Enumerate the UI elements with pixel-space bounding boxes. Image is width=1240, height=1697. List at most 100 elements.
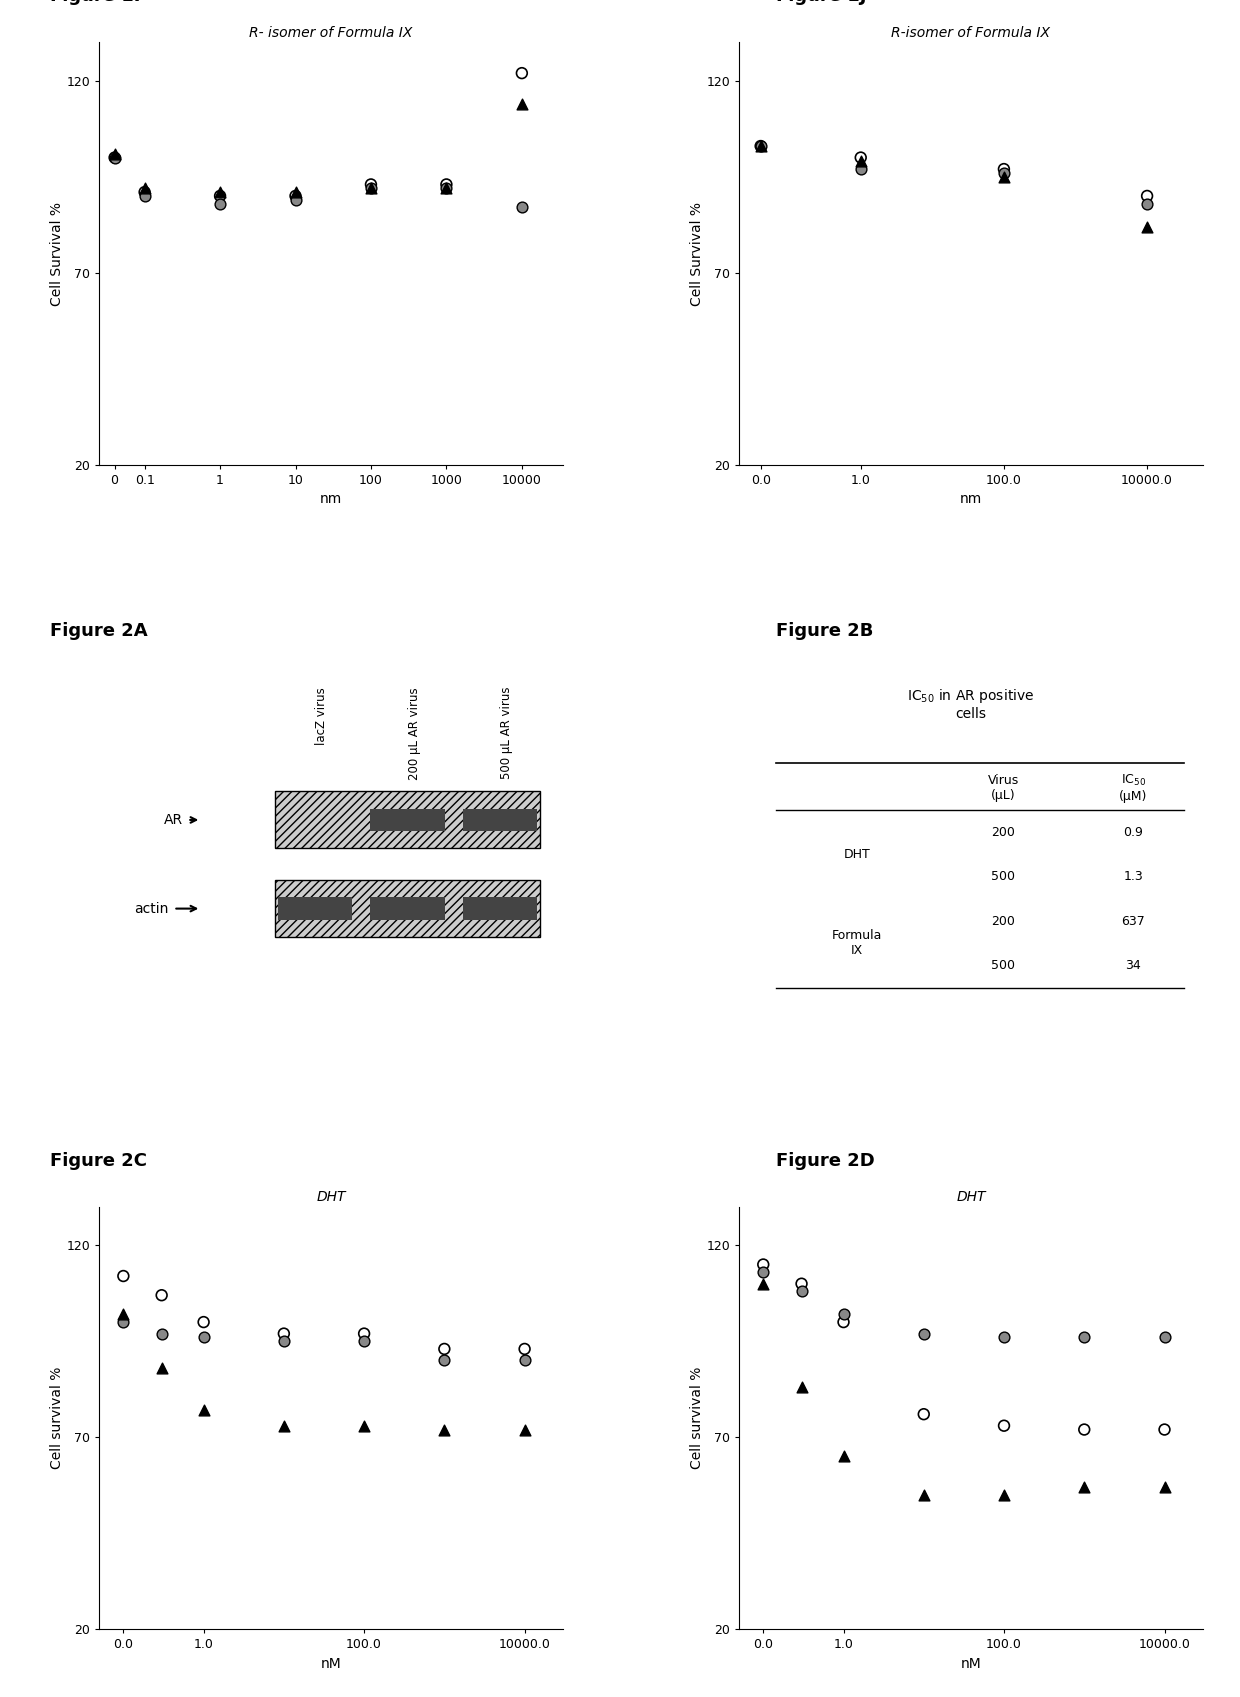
Point <box>512 193 532 221</box>
Point <box>833 1442 853 1470</box>
Point <box>210 190 229 217</box>
Text: 500: 500 <box>992 871 1016 884</box>
Point <box>833 1308 853 1336</box>
Point <box>193 1308 213 1336</box>
Text: 500: 500 <box>992 959 1016 972</box>
Point <box>436 175 456 202</box>
Text: 34: 34 <box>1126 959 1141 972</box>
Point <box>994 1324 1014 1351</box>
Bar <box>278 898 352 920</box>
Point <box>1154 1415 1174 1442</box>
Text: 200: 200 <box>992 826 1016 838</box>
Point <box>750 132 770 160</box>
Point <box>851 148 870 175</box>
Point <box>1137 182 1157 209</box>
Point <box>210 182 229 209</box>
Point <box>994 1412 1014 1439</box>
Point <box>104 141 124 168</box>
Point <box>754 1251 774 1278</box>
Text: Figure 1I: Figure 1I <box>50 0 140 5</box>
Point <box>135 182 155 209</box>
Text: Formula
IX: Formula IX <box>832 930 883 957</box>
Point <box>791 1269 811 1297</box>
Point <box>361 175 381 202</box>
Title: R- isomer of Formula IX: R- isomer of Formula IX <box>249 25 413 39</box>
Text: 200 μL AR virus: 200 μL AR virus <box>408 687 420 779</box>
Text: Figure 2A: Figure 2A <box>50 623 148 640</box>
Point <box>754 1259 774 1286</box>
Point <box>994 163 1014 190</box>
Text: IC$_{50}$ in AR positive
cells: IC$_{50}$ in AR positive cells <box>908 687 1034 721</box>
Point <box>355 1320 374 1347</box>
Point <box>113 1308 133 1336</box>
Bar <box>275 791 539 848</box>
Point <box>274 1412 294 1439</box>
Point <box>515 1415 534 1442</box>
Point <box>113 1302 133 1329</box>
Text: Figure 2B: Figure 2B <box>776 623 874 640</box>
Text: AR: AR <box>164 813 182 826</box>
Text: actin: actin <box>134 901 169 916</box>
Text: 637: 637 <box>1121 915 1145 928</box>
Point <box>193 1324 213 1351</box>
Point <box>361 175 381 202</box>
Point <box>515 1347 534 1375</box>
Point <box>361 171 381 199</box>
Y-axis label: Cell Survival %: Cell Survival % <box>50 202 63 305</box>
Point <box>914 1320 934 1347</box>
Point <box>754 1269 774 1297</box>
Point <box>512 59 532 87</box>
Point <box>994 1481 1014 1509</box>
Point <box>512 90 532 117</box>
Point <box>1154 1473 1174 1500</box>
Point <box>434 1415 454 1442</box>
Text: 1.3: 1.3 <box>1123 871 1143 884</box>
Text: Figure 2D: Figure 2D <box>776 1152 875 1169</box>
Bar <box>464 898 537 920</box>
Point <box>1074 1324 1094 1351</box>
Text: Figure 1J: Figure 1J <box>776 0 867 5</box>
Point <box>1154 1324 1174 1351</box>
Title: DHT: DHT <box>956 1190 986 1205</box>
Point <box>436 175 456 202</box>
Point <box>833 1302 853 1329</box>
Text: Virus
(μL): Virus (μL) <box>988 774 1019 803</box>
Point <box>515 1336 534 1363</box>
Point <box>1137 190 1157 217</box>
Point <box>914 1400 934 1427</box>
Point <box>355 1327 374 1354</box>
Point <box>1137 214 1157 241</box>
Title: DHT: DHT <box>316 1190 346 1205</box>
Text: 200: 200 <box>992 915 1016 928</box>
Bar <box>371 808 445 832</box>
Text: lacZ virus: lacZ virus <box>315 687 327 745</box>
Text: 500 μL AR virus: 500 μL AR virus <box>500 687 513 779</box>
Text: 0.9: 0.9 <box>1123 826 1143 838</box>
Point <box>113 1263 133 1290</box>
X-axis label: nm: nm <box>320 492 342 506</box>
Point <box>791 1278 811 1305</box>
Point <box>151 1354 171 1381</box>
Bar <box>371 898 445 920</box>
Point <box>750 132 770 160</box>
Point <box>285 187 305 214</box>
Y-axis label: Cell survival %: Cell survival % <box>50 1366 63 1470</box>
Text: Figure 2C: Figure 2C <box>50 1152 146 1169</box>
Point <box>851 144 870 171</box>
Point <box>434 1347 454 1375</box>
Point <box>994 160 1014 187</box>
Point <box>104 144 124 171</box>
Point <box>1074 1473 1094 1500</box>
Point <box>274 1327 294 1354</box>
Y-axis label: Cell Survival %: Cell Survival % <box>689 202 703 305</box>
Point <box>914 1481 934 1509</box>
Point <box>135 175 155 202</box>
Point <box>355 1412 374 1439</box>
Point <box>193 1397 213 1424</box>
Point <box>434 1336 454 1363</box>
Point <box>750 132 770 160</box>
Bar <box>275 881 539 937</box>
Point <box>285 182 305 209</box>
X-axis label: nM: nM <box>961 1656 981 1672</box>
X-axis label: nm: nm <box>960 492 982 506</box>
